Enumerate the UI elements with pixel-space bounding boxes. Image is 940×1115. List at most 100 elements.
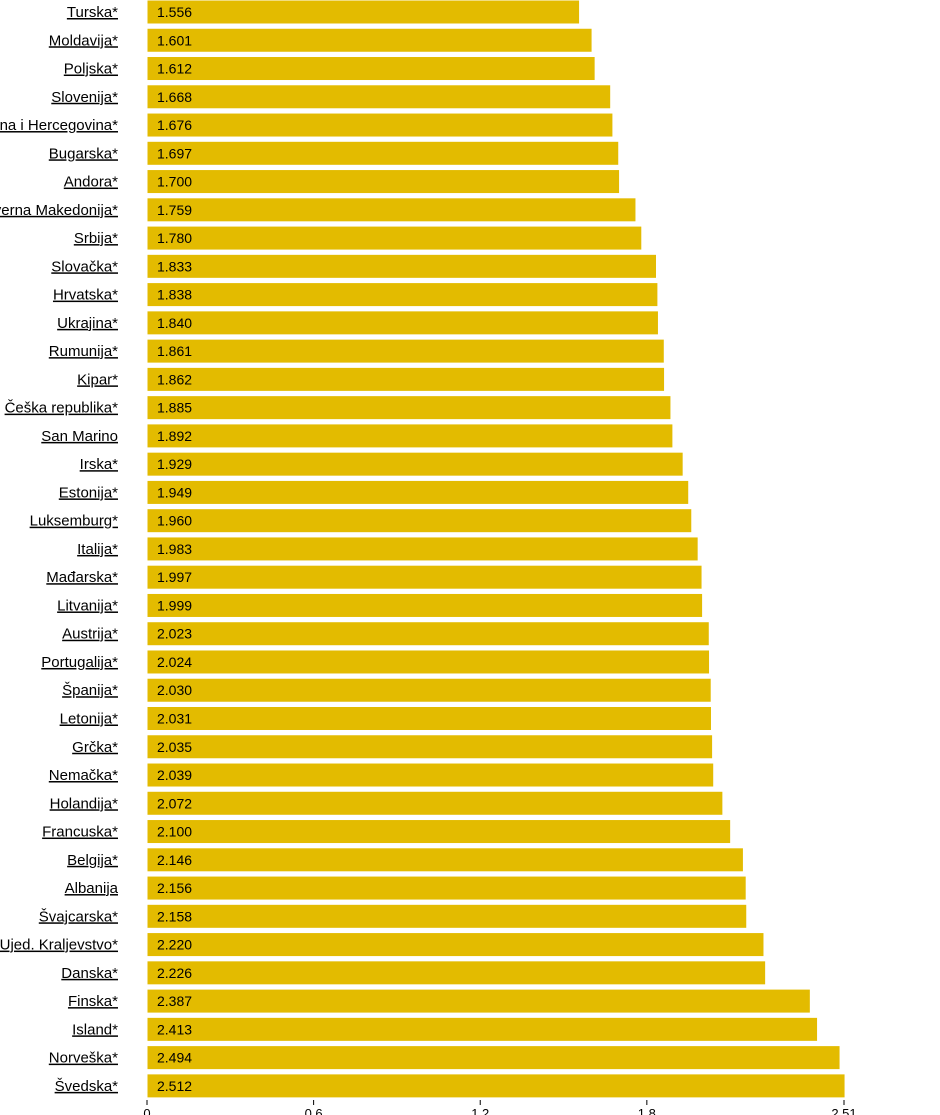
category-label[interactable]: Hrvatska* [53, 287, 118, 304]
category-label[interactable]: Letonija* [60, 711, 119, 728]
bar [147, 141, 619, 165]
value-label: 1.601 [157, 32, 192, 48]
value-label: 1.676 [157, 117, 192, 133]
category-label[interactable]: Luksemburg* [30, 513, 119, 530]
value-label: 1.759 [157, 202, 192, 218]
bar [147, 565, 702, 589]
category-label[interactable]: Severna Makedonija* [0, 202, 118, 219]
category-label[interactable]: Ukrajina* [57, 315, 118, 332]
value-label: 1.949 [157, 484, 192, 500]
value-label: 1.556 [157, 4, 192, 20]
category-label[interactable]: Poljska* [64, 61, 118, 78]
category-label[interactable]: Litvanija* [57, 597, 118, 614]
bar [147, 848, 743, 872]
value-label: 1.929 [157, 456, 192, 472]
category-label[interactable]: Španija* [62, 682, 118, 699]
bar [147, 452, 683, 476]
bar [147, 537, 698, 561]
category-label[interactable]: Švajcarska* [39, 908, 118, 925]
bar [147, 791, 723, 815]
category-label[interactable]: Grčka* [72, 739, 118, 756]
value-label: 2.030 [157, 682, 192, 698]
bar [147, 678, 711, 702]
category-label[interactable]: Ujed. Kraljevstvo* [0, 937, 118, 954]
category-label[interactable]: Austrija* [62, 626, 118, 643]
category-label[interactable]: Belgija* [67, 852, 118, 869]
bar [147, 28, 592, 52]
value-label: 2.512 [157, 1078, 192, 1094]
bar [147, 57, 595, 81]
category-label[interactable]: Italija* [77, 541, 118, 558]
bar [147, 961, 766, 985]
category-label[interactable]: Rumunija* [49, 343, 118, 360]
value-label: 1.780 [157, 230, 192, 246]
category-label[interactable]: Andora* [64, 174, 118, 191]
value-label: 1.838 [157, 287, 192, 303]
category-label[interactable]: Bugarska* [49, 145, 118, 162]
category-label[interactable]: Kipar* [77, 371, 118, 388]
category-label[interactable]: Holandija* [50, 795, 119, 812]
category-label[interactable]: Češka republika* [5, 400, 119, 417]
category-label[interactable]: Turska* [67, 4, 118, 21]
value-label: 2.158 [157, 908, 192, 924]
value-label: 2.039 [157, 767, 192, 783]
bar [147, 1017, 818, 1041]
value-label: 2.387 [157, 993, 192, 1009]
category-label[interactable]: Srbija* [74, 230, 118, 247]
category-label[interactable]: Danska* [61, 965, 118, 982]
category-label[interactable]: Estonija* [59, 484, 118, 501]
value-label: 1.983 [157, 541, 192, 557]
bar [147, 226, 642, 250]
category-label[interactable]: Irska* [80, 456, 119, 473]
x-tick-label: 0 [143, 1106, 150, 1115]
value-label: 2.035 [157, 739, 192, 755]
category-label[interactable]: Moldavija* [49, 32, 118, 49]
bar [147, 933, 764, 957]
bar [147, 509, 692, 533]
bar [147, 367, 665, 391]
value-label: 2.100 [157, 824, 192, 840]
category-label[interactable]: Slovenija* [51, 89, 118, 106]
category-label[interactable]: Finska* [68, 993, 118, 1010]
category-label[interactable]: San Marino [41, 428, 118, 445]
bar [147, 820, 731, 844]
bar [147, 424, 673, 448]
bar [147, 113, 613, 137]
category-label[interactable]: Slovačka* [51, 258, 118, 275]
value-label: 1.668 [157, 89, 192, 105]
bar [147, 904, 747, 928]
value-label: 2.024 [157, 654, 192, 670]
bar [147, 989, 810, 1013]
value-label: 1.862 [157, 371, 192, 387]
value-labels-group: 1.556 1.601 1.612 1.668 1.676 1.697 1.700 1.759… [157, 4, 192, 1094]
bar [147, 593, 703, 617]
value-label: 2.156 [157, 880, 192, 896]
category-label[interactable]: Švedska* [55, 1078, 119, 1095]
value-label: 2.220 [157, 937, 192, 953]
bar [147, 480, 689, 504]
value-label: 2.226 [157, 965, 192, 981]
bar [147, 198, 636, 222]
category-labels-group: Turska* Moldavija* Poljska* Slovenija* Bosna… [0, 4, 119, 1095]
value-label: 1.697 [157, 145, 192, 161]
x-tick-label: 2.51 [831, 1106, 856, 1115]
bar [147, 85, 611, 109]
value-label: 1.612 [157, 61, 192, 77]
x-tick-label: 1.8 [638, 1106, 656, 1115]
bar [147, 763, 714, 787]
category-label[interactable]: Island* [72, 1021, 118, 1038]
category-label[interactable]: Portugalija* [41, 654, 118, 671]
value-label: 2.146 [157, 852, 192, 868]
value-label: 1.960 [157, 513, 192, 529]
bar [147, 1046, 840, 1070]
category-label[interactable]: Albanija [65, 880, 119, 897]
category-label[interactable]: Norveška* [49, 1050, 118, 1067]
bar [147, 735, 713, 759]
category-label[interactable]: Mađarska* [46, 569, 118, 586]
category-label[interactable]: Nemačka* [49, 767, 118, 784]
bar [147, 622, 709, 646]
category-label[interactable]: Bosna i Hercegovina* [0, 117, 118, 134]
category-label[interactable]: Francuska* [42, 824, 118, 841]
bar [147, 254, 656, 278]
